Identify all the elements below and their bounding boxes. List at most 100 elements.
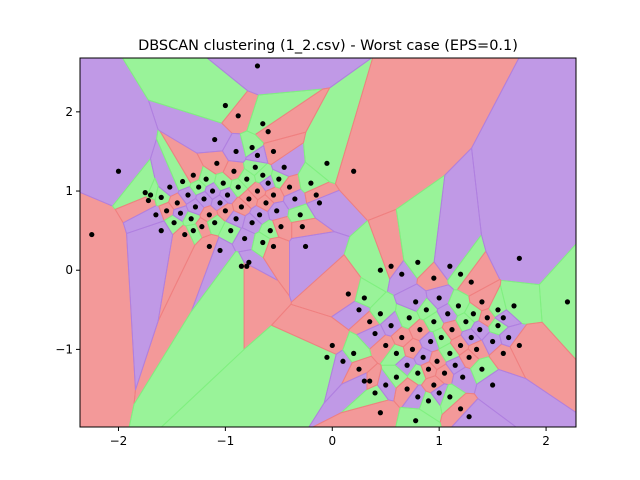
- data-point: [270, 243, 277, 250]
- data-point: [256, 212, 263, 218]
- data-point: [142, 190, 148, 196]
- data-point: [417, 327, 423, 333]
- voronoi-cell: [494, 309, 523, 328]
- data-point: [265, 180, 271, 186]
- data-point: [145, 197, 152, 204]
- data-point: [466, 414, 472, 420]
- data-point: [260, 239, 266, 246]
- data-point: [177, 210, 184, 216]
- data-point: [377, 410, 383, 416]
- data-point: [383, 382, 389, 388]
- data-point: [244, 176, 250, 182]
- data-point: [445, 311, 451, 317]
- data-point: [452, 362, 458, 368]
- data-point: [281, 164, 287, 170]
- data-point: [199, 224, 205, 230]
- data-point: [274, 208, 280, 214]
- data-point: [235, 184, 241, 190]
- data-point: [463, 319, 469, 325]
- data-point: [470, 311, 476, 317]
- data-point: [246, 196, 252, 202]
- data-point: [393, 374, 400, 380]
- data-point: [477, 327, 483, 333]
- data-point: [367, 319, 373, 325]
- data-point: [158, 194, 164, 200]
- voronoi-cell: [509, 321, 576, 413]
- data-point: [415, 370, 421, 376]
- data-point: [460, 374, 466, 380]
- data-point: [420, 354, 426, 360]
- data-point: [495, 323, 501, 329]
- data-point: [276, 176, 282, 182]
- data-point: [506, 334, 512, 341]
- data-point: [324, 354, 330, 360]
- data-point: [383, 342, 389, 349]
- data-point: [436, 390, 442, 396]
- data-point: [490, 382, 496, 388]
- data-point: [516, 342, 522, 349]
- chart-title: DBSCAN clustering (1_2.csv) - Worst case…: [138, 38, 518, 54]
- data-point: [249, 144, 255, 151]
- data-point: [244, 263, 250, 269]
- data-point: [206, 243, 212, 250]
- data-point: [220, 180, 226, 186]
- data-point: [449, 327, 455, 333]
- y-tick-label: 2: [65, 105, 73, 119]
- data-point: [308, 180, 314, 186]
- data-point: [158, 228, 164, 234]
- data-point: [399, 271, 405, 277]
- data-point: [455, 303, 462, 309]
- data-point: [431, 382, 437, 388]
- data-point: [415, 394, 421, 400]
- data-point: [404, 362, 410, 368]
- data-point: [495, 307, 501, 313]
- data-point: [302, 243, 309, 250]
- data-point: [201, 196, 207, 202]
- data-point: [299, 224, 305, 230]
- y-tick-label: 0: [65, 263, 73, 277]
- data-point: [367, 378, 373, 384]
- data-point: [447, 394, 453, 400]
- data-point: [377, 311, 383, 317]
- data-point: [345, 291, 351, 297]
- data-point: [270, 148, 277, 155]
- data-point: [246, 259, 252, 265]
- data-point: [388, 263, 394, 269]
- data-point: [372, 330, 378, 337]
- data-point: [192, 204, 199, 210]
- data-point: [267, 228, 273, 234]
- data-point: [406, 315, 412, 321]
- data-point: [356, 366, 362, 372]
- data-point: [185, 192, 191, 198]
- data-point: [340, 358, 346, 364]
- data-point: [431, 275, 437, 281]
- data-point: [479, 299, 485, 305]
- data-point: [217, 247, 223, 254]
- data-point: [516, 255, 522, 261]
- data-point: [196, 184, 202, 190]
- data-point: [329, 342, 335, 349]
- data-point: [313, 192, 319, 198]
- data-point: [468, 279, 474, 285]
- data-point: [238, 263, 245, 269]
- x-tick-label: −1: [217, 434, 235, 448]
- data-point: [351, 168, 357, 174]
- data-point: [468, 334, 474, 341]
- data-point: [153, 212, 159, 218]
- data-point: [351, 350, 357, 356]
- x-tick-label: −2: [110, 434, 128, 448]
- data-point: [399, 334, 405, 341]
- x-axis: −2 −1 0 1 2: [110, 427, 550, 448]
- data-point: [434, 358, 440, 364]
- y-tick-label: −1: [55, 342, 73, 356]
- voronoi-cells: [80, 58, 576, 427]
- data-point: [242, 235, 248, 242]
- data-point: [228, 228, 234, 234]
- data-point: [209, 188, 216, 194]
- data-point: [316, 200, 323, 206]
- data-point: [278, 224, 284, 230]
- data-point: [413, 418, 419, 424]
- data-point: [425, 366, 432, 372]
- data-point: [490, 338, 496, 345]
- data-point: [361, 378, 367, 384]
